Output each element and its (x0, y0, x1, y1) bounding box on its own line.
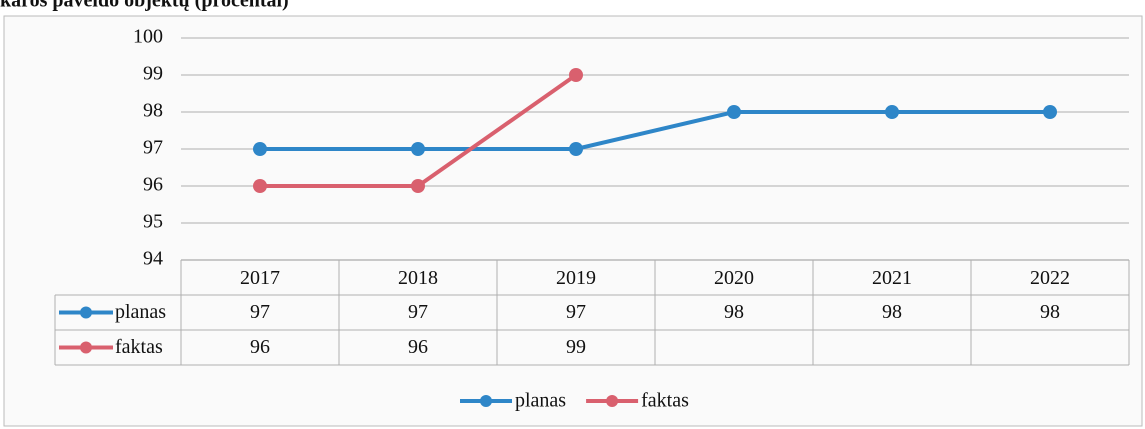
data-point (569, 68, 583, 82)
table-value: 97 (566, 301, 586, 323)
table-value: 96 (250, 336, 270, 358)
x-tick-label: 2021 (872, 267, 912, 289)
data-point (411, 179, 425, 193)
x-tick-label: 2022 (1030, 267, 1070, 289)
table-series-name: faktas (115, 336, 163, 358)
data-point (411, 142, 425, 156)
data-point (253, 179, 267, 193)
table-value: 98 (1040, 301, 1060, 323)
y-tick-label: 100 (133, 26, 163, 48)
data-point (253, 142, 267, 156)
table-value: 99 (566, 336, 586, 358)
x-tick-label: 2017 (240, 267, 280, 289)
y-tick-label: 98 (143, 100, 163, 122)
x-tick-label: 2018 (398, 267, 438, 289)
table-value: 98 (724, 301, 744, 323)
x-tick-label: 2020 (714, 267, 754, 289)
legend-marker (480, 395, 492, 407)
legend-label: planas (515, 390, 566, 412)
data-point (885, 105, 899, 119)
y-tick-label: 95 (143, 211, 163, 233)
chart-frame (3, 15, 1143, 427)
series-line (260, 110, 1050, 151)
table-value: 97 (250, 301, 270, 323)
table-series-name: planas (115, 301, 166, 323)
chart-title: karos paveldo objektų (procentai) (0, 0, 289, 12)
data-point (727, 105, 741, 119)
legend-marker (606, 395, 619, 407)
x-tick-label: 2019 (556, 267, 596, 289)
table-value: 97 (408, 301, 428, 323)
table-value: 96 (408, 336, 428, 358)
data-point (1043, 105, 1057, 119)
legend-label: faktas (641, 390, 689, 412)
y-tick-label: 94 (143, 248, 163, 270)
y-tick-label: 96 (143, 174, 163, 196)
table-value: 98 (882, 301, 902, 323)
y-tick-label: 97 (143, 137, 163, 159)
y-tick-label: 99 (143, 63, 163, 85)
data-point (569, 142, 583, 156)
legend-marker (80, 306, 92, 319)
legend-marker (80, 341, 92, 354)
